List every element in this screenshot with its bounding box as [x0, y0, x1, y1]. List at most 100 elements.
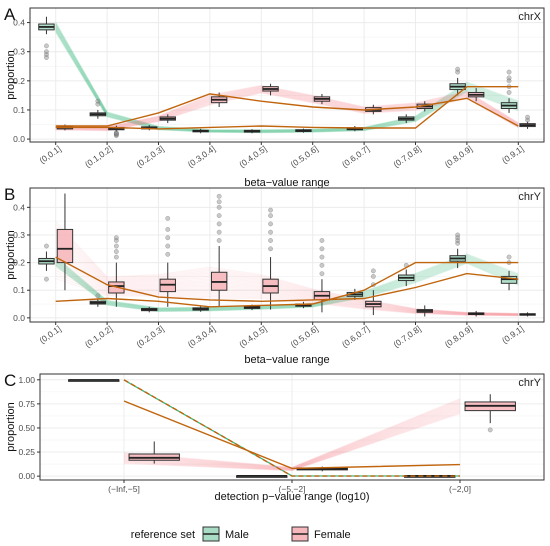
- sample-line: [55, 234, 519, 315]
- y-tick-label: 1.00: [18, 375, 35, 385]
- trend-line-female: [123, 400, 461, 470]
- panel-a: chrX A 0.0 0.1 0.2 0.3 0.4 proportion (0,0.1] (0.…: [4, 5, 545, 189]
- box-outlier: [216, 238, 222, 243]
- sample-line: [55, 237, 519, 315]
- box-outlier: [506, 254, 512, 260]
- box-female-8: [467, 88, 485, 102]
- sample-line: [55, 226, 519, 315]
- box-outlier: [216, 213, 222, 219]
- sample-line: [55, 272, 519, 317]
- sample-line: [55, 31, 519, 134]
- x-tick-label: (0.7,0.8]: [391, 143, 422, 169]
- sample-line: [55, 88, 519, 130]
- sample-line: [55, 27, 519, 133]
- sample-line: [55, 89, 519, 130]
- panel-letter: C: [4, 371, 16, 390]
- box-outlier: [268, 207, 274, 213]
- box-outlier: [165, 226, 171, 232]
- box-outlier: [268, 238, 274, 243]
- trend-line-female: [55, 256, 519, 303]
- box-outlier: [165, 251, 171, 257]
- box-outlier: [113, 254, 119, 260]
- box-outlier: [506, 75, 512, 81]
- box-outlier: [455, 66, 461, 72]
- sample-line: [55, 259, 519, 311]
- box-outlier: [319, 271, 325, 277]
- x-axis-label: detection p−value range (log10): [214, 491, 369, 503]
- x-tick-label: (0.9,1]: [500, 323, 525, 345]
- sample-line: [55, 87, 519, 129]
- box-outlier: [370, 268, 376, 274]
- sample-line: [123, 409, 461, 471]
- y-tick-label: 0.1: [13, 285, 25, 295]
- sample-line: [55, 232, 519, 315]
- box-outlier: [455, 235, 461, 241]
- box-female-9: [519, 312, 536, 317]
- sample-line: [123, 410, 461, 471]
- box-female-8: [467, 310, 485, 317]
- panel-b: chrY B 0.0 0.1 0.2 0.3 0.4 proportion (0,0.1] (0.…: [4, 185, 545, 366]
- box-male-0: [38, 243, 55, 282]
- box-outlier: [43, 276, 49, 282]
- box-outlier: [525, 114, 531, 120]
- panel-letter: B: [4, 185, 15, 204]
- box-outlier: [268, 229, 274, 235]
- box-outlier: [319, 246, 325, 252]
- y-tick-label: 0.4: [13, 202, 25, 212]
- sample-line: [55, 260, 519, 312]
- x-tick-label: (0,0.1]: [37, 323, 62, 345]
- box-outlier: [216, 204, 222, 210]
- panel-border: [29, 187, 545, 323]
- box-outlier: [216, 193, 222, 199]
- y-axis-label: proportion: [5, 402, 17, 452]
- box-female-0: [56, 193, 74, 291]
- box-male-2: [141, 306, 158, 313]
- sample-line: [55, 262, 519, 313]
- x-tick-label: (0.7,0.8]: [391, 323, 422, 349]
- x-tick-label: (−Inf,−5]: [108, 484, 140, 494]
- box-outlier: [113, 243, 119, 249]
- sample-line: [123, 406, 461, 470]
- legend-label-male: Male: [225, 529, 249, 541]
- sample-line: [55, 88, 519, 129]
- box-outlier: [113, 130, 119, 136]
- x-tick-label: (0.6,0.7]: [340, 143, 371, 169]
- y-tick-label: 0.0: [13, 134, 25, 144]
- y-axis-label: proportion: [5, 50, 17, 100]
- y-tick-label: 0.2: [13, 76, 25, 86]
- sample-line: [55, 30, 519, 133]
- box-male-7: [398, 262, 415, 287]
- box-female-4: [262, 207, 279, 310]
- strip-label: chrX: [518, 11, 541, 23]
- x-tick-label: (0.2,0.3]: [134, 323, 165, 349]
- box-outlier: [506, 90, 512, 95]
- sample-line: [55, 87, 519, 129]
- box-male-3: [192, 306, 209, 312]
- box-outlier: [455, 232, 461, 238]
- y-tick-label: 0.4: [13, 18, 25, 28]
- x-tick-label: (0.6,0.7]: [340, 323, 371, 349]
- sample-line: [55, 251, 519, 316]
- sample-line: [55, 259, 519, 316]
- x-tick-label: (0.1,0.2]: [83, 143, 114, 169]
- x-tick-label: (0.5,0.6]: [289, 323, 320, 349]
- box-male-1: [89, 293, 107, 307]
- sample-line: [55, 91, 519, 131]
- box-male-1: [236, 475, 288, 478]
- box-outlier: [370, 273, 376, 279]
- sample-line: [55, 85, 519, 128]
- sample-line: [55, 269, 519, 316]
- sample-line: [123, 398, 461, 468]
- sample-line: [55, 242, 519, 315]
- sample-line: [123, 408, 461, 471]
- sample-line: [55, 248, 519, 316]
- sample-line: [123, 412, 461, 472]
- sample-line: [55, 221, 519, 314]
- box-male-0: [38, 16, 55, 60]
- box-male-1: [89, 98, 107, 119]
- panel-border: [29, 7, 545, 143]
- box-female-3: [210, 193, 228, 307]
- x-tick-label: (0.2,0.3]: [134, 143, 165, 169]
- y-tick-label: 0.3: [13, 230, 25, 240]
- box-outlier: [216, 221, 222, 227]
